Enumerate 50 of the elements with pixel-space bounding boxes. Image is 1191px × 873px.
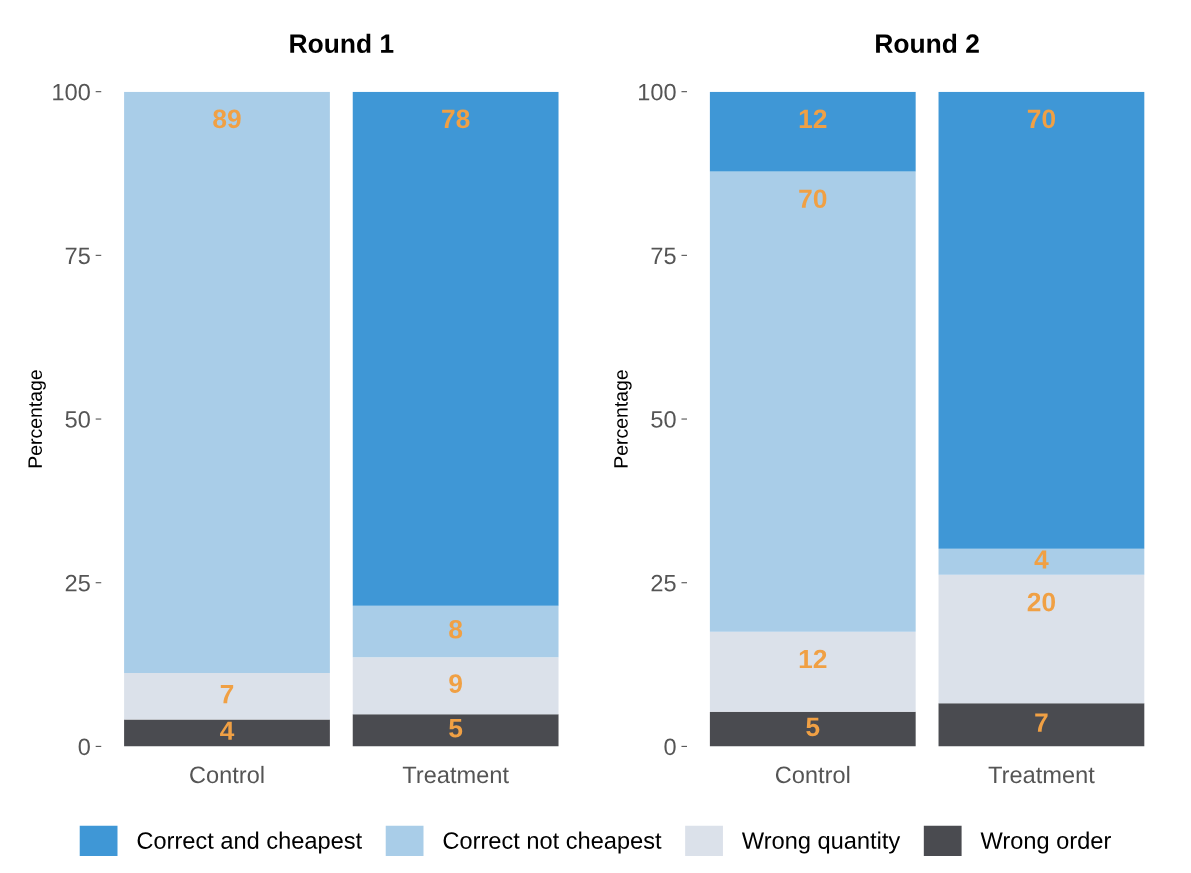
x-tick-label: Treatment [988,766,1095,784]
data-label: 4 [220,721,235,740]
data-label: 89 [213,109,241,129]
legend-label: Correct not cheapest [443,831,662,854]
data-label: 5 [806,717,820,737]
data-label: 20 [1027,592,1056,612]
y-tick-label: 75 [651,247,676,265]
bar [709,711,916,747]
data-label: 78 [442,109,470,129]
chart-title: Round 2 [876,33,979,54]
bar [709,631,916,712]
legend-label: Correct and cheapest [137,831,362,854]
y-tick-label: 25 [651,574,676,592]
data-label: 70 [1027,109,1056,129]
y-tick-label: 0 [664,738,676,756]
y-tick-label: 0 [78,738,90,756]
y-tick-label: 100 [639,83,676,101]
bar [352,657,559,715]
bar [938,703,1145,747]
data-label: 12 [799,109,827,128]
y-tick-label: 50 [65,411,90,428]
y-tick-label: 25 [65,574,90,592]
data-label: 12 [799,649,827,669]
data-label: 8 [449,619,463,639]
y-axis-title: Percentage [28,370,46,468]
bar [352,605,559,658]
bar [124,719,330,747]
bar [709,91,916,172]
y-axis-title: Percentage [614,370,632,468]
x-tick-label: Control [775,765,850,784]
bar [352,714,559,747]
bar [938,548,1145,575]
x-tick-label: Treatment [402,766,509,784]
legend-label: Wrong order [980,831,1111,854]
y-tick-label: 100 [53,83,90,101]
x-tick-label: Control [190,765,264,784]
bar [709,171,916,632]
data-label: 7 [1035,713,1048,732]
data-label: 7 [220,685,234,704]
data-label: 4 [1034,550,1049,569]
bar [124,673,330,720]
bar [938,574,1145,704]
chart-title: Round 1 [290,33,394,54]
y-tick-label: 75 [65,247,90,265]
legend-label: Wrong quantity [741,831,901,854]
data-label: 70 [799,189,827,209]
bar [938,91,1145,549]
y-tick-label: 50 [651,411,676,428]
data-label: 9 [449,674,462,693]
data-label: 5 [449,719,463,738]
